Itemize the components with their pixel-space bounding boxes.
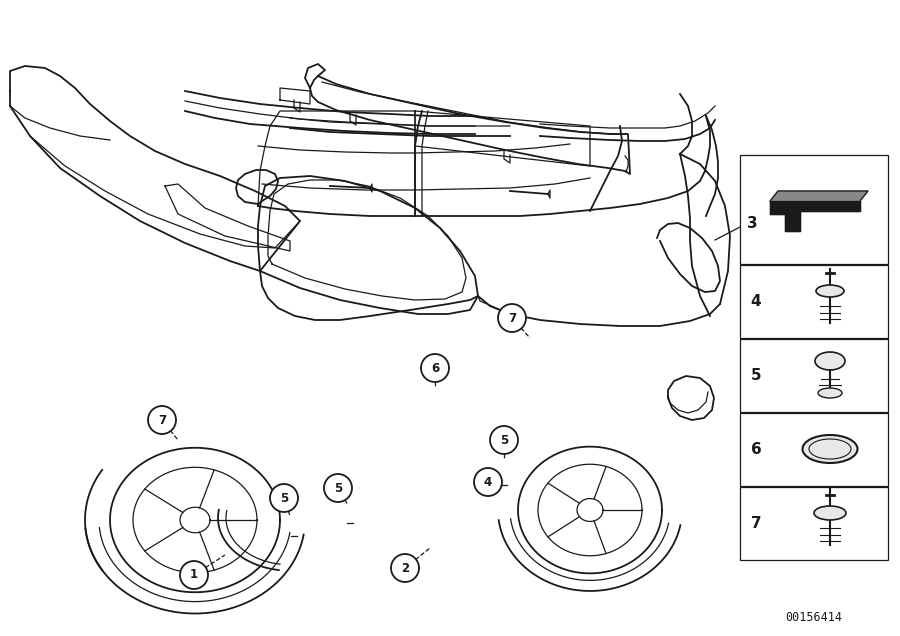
Circle shape xyxy=(180,561,208,589)
Circle shape xyxy=(148,406,176,434)
Ellipse shape xyxy=(815,352,845,370)
Text: 00156414: 00156414 xyxy=(786,611,842,624)
Ellipse shape xyxy=(816,285,844,297)
Circle shape xyxy=(490,426,518,454)
Bar xyxy=(740,487,888,560)
Text: 5: 5 xyxy=(334,481,342,495)
Text: 5: 5 xyxy=(751,368,761,382)
Text: 5: 5 xyxy=(500,434,508,446)
Ellipse shape xyxy=(818,388,842,398)
Circle shape xyxy=(474,468,502,496)
Ellipse shape xyxy=(803,435,858,463)
Bar xyxy=(740,413,888,486)
Circle shape xyxy=(391,554,419,582)
Text: 3: 3 xyxy=(747,216,758,232)
Text: 6: 6 xyxy=(751,441,761,457)
Text: 2: 2 xyxy=(400,562,410,574)
Text: 4: 4 xyxy=(751,293,761,308)
Ellipse shape xyxy=(814,506,846,520)
Circle shape xyxy=(498,304,526,332)
Polygon shape xyxy=(770,201,860,231)
Circle shape xyxy=(421,354,449,382)
Circle shape xyxy=(270,484,298,512)
Text: 5: 5 xyxy=(280,492,288,504)
Text: 7: 7 xyxy=(158,413,166,427)
Text: 7: 7 xyxy=(751,516,761,530)
Text: 6: 6 xyxy=(431,361,439,375)
Text: 1: 1 xyxy=(190,569,198,581)
Text: 7: 7 xyxy=(508,312,516,324)
Bar xyxy=(740,265,888,338)
Text: 4: 4 xyxy=(484,476,492,488)
Bar xyxy=(740,339,888,412)
Bar xyxy=(740,155,888,264)
Circle shape xyxy=(324,474,352,502)
Polygon shape xyxy=(770,191,868,201)
